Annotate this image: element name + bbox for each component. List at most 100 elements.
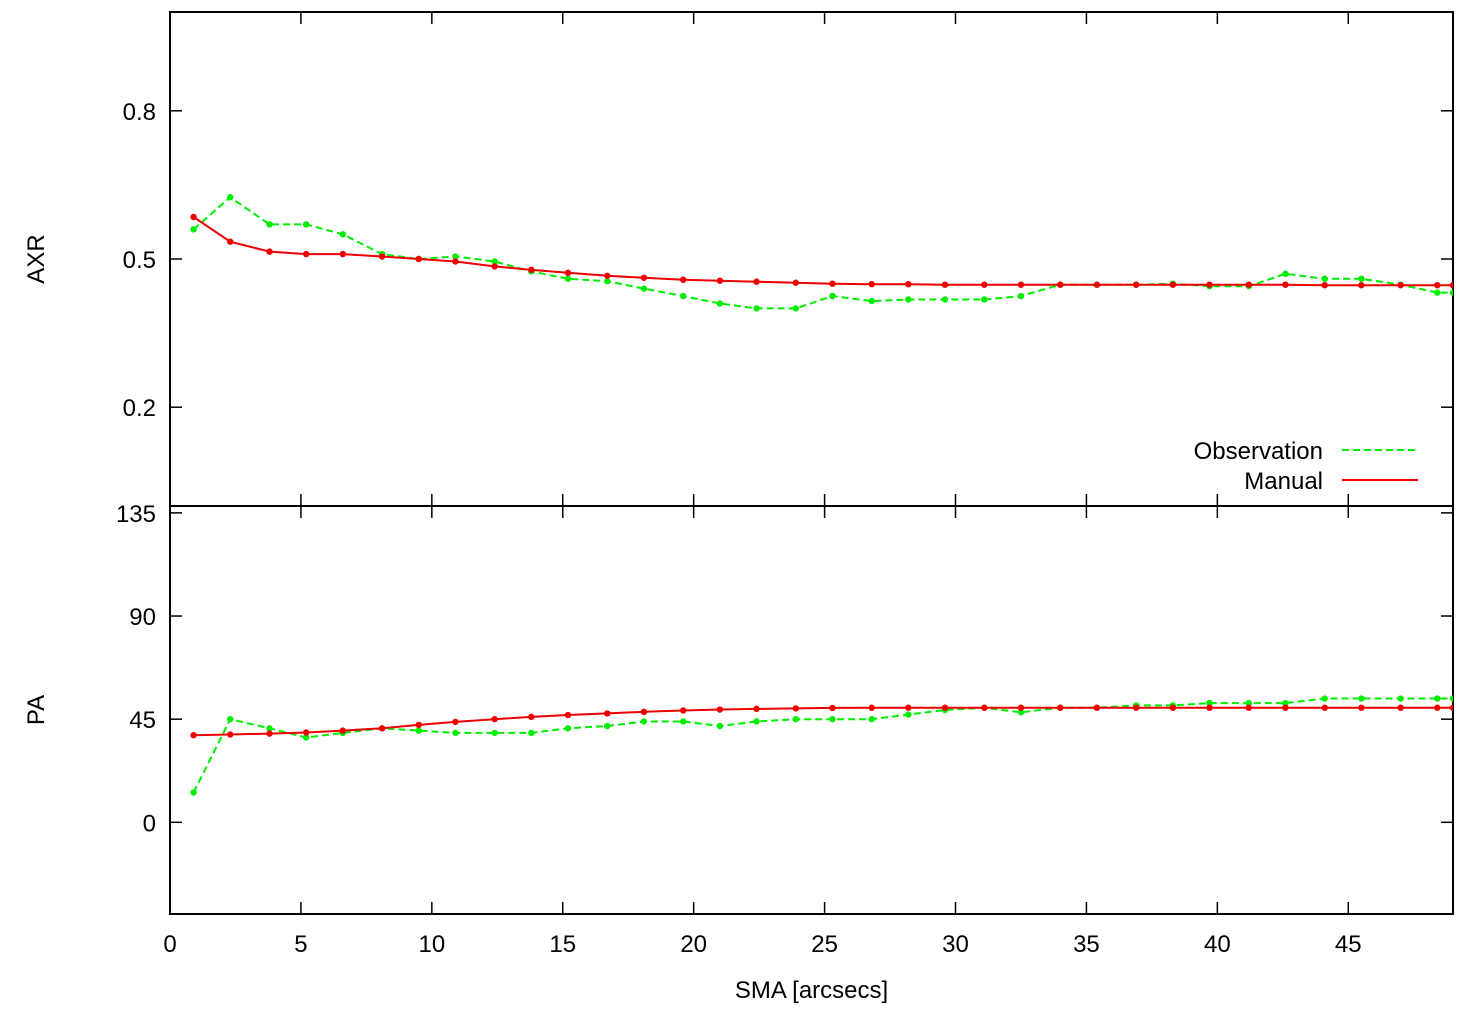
pa-observation-point bbox=[1358, 695, 1365, 702]
pa-manual-point bbox=[1093, 704, 1101, 711]
pa-observation-point bbox=[1206, 699, 1213, 707]
legend: Observation Manual bbox=[1194, 438, 1418, 495]
pa-manual-point bbox=[1169, 704, 1177, 711]
axr-manual-point bbox=[1321, 281, 1328, 289]
pa-manual-point bbox=[1017, 704, 1025, 711]
xtick-label: 25 bbox=[811, 931, 838, 958]
axr-manual-point bbox=[1132, 281, 1140, 288]
axr-observation-point bbox=[1017, 292, 1025, 300]
pa-manual-point bbox=[1449, 704, 1453, 711]
pa-ytick-label: 90 bbox=[129, 604, 156, 631]
axr-manual-point bbox=[1358, 281, 1365, 289]
xtick-label: 10 bbox=[418, 931, 445, 958]
pa-manual-point bbox=[1057, 704, 1064, 711]
pa-observation-point bbox=[792, 715, 799, 723]
pa-observation-point bbox=[564, 725, 572, 732]
pa-observation-point bbox=[868, 715, 875, 723]
axr-manual-point bbox=[1017, 281, 1025, 288]
pa-manual-point bbox=[302, 729, 310, 736]
pa-manual-point bbox=[190, 732, 197, 739]
axr-ytick-label: 0.5 bbox=[123, 247, 156, 274]
pa-manual-point bbox=[1397, 704, 1404, 711]
pa-series-manual bbox=[190, 704, 1453, 739]
legend-label-observation: Observation bbox=[1194, 438, 1323, 465]
pa-observation-point bbox=[266, 725, 273, 732]
axr-manual-point bbox=[302, 250, 310, 258]
axr-manual-point bbox=[415, 255, 422, 263]
axr-manual-point bbox=[604, 272, 611, 279]
xtick-label: 20 bbox=[680, 931, 707, 958]
axr-observation-point bbox=[640, 285, 648, 292]
axr-ylabel: AXR bbox=[23, 234, 50, 283]
axr-manual-point bbox=[1093, 281, 1101, 288]
pa-observation-point bbox=[227, 715, 234, 723]
pa-observation-point bbox=[1397, 695, 1404, 702]
xtick-label: 30 bbox=[942, 931, 969, 958]
pa-manual-point bbox=[792, 705, 799, 712]
pa-observation-point bbox=[415, 727, 422, 734]
pa-observation-point bbox=[640, 718, 648, 725]
pa-manual-point bbox=[378, 725, 386, 732]
axr-plot-frame bbox=[169, 11, 1454, 507]
axr-observation-point bbox=[1434, 289, 1441, 296]
axr-manual-point bbox=[378, 253, 386, 260]
pa-manual-point bbox=[716, 706, 724, 713]
axr-manual-point bbox=[491, 263, 498, 270]
axr-manual-point bbox=[1397, 281, 1404, 289]
axr-series-observation bbox=[190, 194, 1453, 312]
pa-manual-point bbox=[1282, 704, 1289, 711]
axr-manual-point bbox=[1282, 281, 1289, 288]
axr-series-manual bbox=[190, 213, 1453, 289]
axr-manual-point bbox=[868, 280, 875, 288]
pa-manual-point bbox=[452, 718, 459, 726]
axr-observation-point bbox=[1449, 289, 1453, 296]
pa-observation-line bbox=[192, 697, 1453, 793]
axr-manual-point bbox=[339, 250, 347, 258]
legend-label-manual: Manual bbox=[1244, 468, 1323, 495]
pa-manual-point bbox=[868, 704, 875, 711]
axr-manual-point bbox=[680, 276, 687, 283]
pa-manual-point bbox=[753, 705, 760, 713]
pa-manual-point bbox=[564, 711, 572, 719]
axr-manual-point bbox=[941, 281, 949, 288]
axr-manual-point bbox=[1057, 281, 1064, 288]
xlabel: SMA [arcsecs] bbox=[735, 977, 888, 1004]
axr-observation-point bbox=[190, 226, 197, 233]
xtick-label: 5 bbox=[294, 931, 307, 958]
pa-observation-point bbox=[604, 722, 611, 730]
pa-manual-point bbox=[640, 708, 648, 716]
xtick-label: 45 bbox=[1335, 931, 1362, 958]
axr-observation-point bbox=[227, 194, 234, 201]
pa-manual-point bbox=[227, 731, 234, 738]
pa-manual-point bbox=[941, 704, 949, 711]
axr-observation-point bbox=[1358, 275, 1365, 282]
axr-observation-point bbox=[1282, 270, 1289, 278]
pa-manual-point bbox=[680, 707, 687, 714]
axr-manual-point bbox=[528, 266, 535, 274]
xtick-label: 15 bbox=[549, 931, 576, 958]
axr-manual-point bbox=[1434, 281, 1441, 289]
axr-observation-point bbox=[829, 292, 836, 300]
pa-observation-point bbox=[905, 711, 912, 718]
axr-manual-point bbox=[716, 277, 724, 284]
pa-observation-point bbox=[1282, 699, 1289, 707]
pa-observation-point bbox=[1321, 695, 1328, 702]
axr-observation-point bbox=[716, 300, 724, 307]
axr-observation-point bbox=[266, 221, 273, 228]
axr-observation-point bbox=[452, 253, 459, 260]
pa-series-observation bbox=[190, 695, 1453, 796]
pa-observation-point bbox=[452, 729, 459, 737]
axr-observation-point bbox=[753, 305, 760, 312]
pa-manual-point bbox=[905, 704, 912, 711]
pa-plot-frame bbox=[169, 505, 1454, 915]
axr-observation-point bbox=[680, 292, 687, 300]
pa-manual-point bbox=[829, 704, 836, 712]
axr-manual-point bbox=[829, 280, 836, 287]
pa-manual-point bbox=[1321, 704, 1328, 711]
axr-observation-point bbox=[868, 297, 875, 305]
xtick-label: 0 bbox=[163, 931, 176, 958]
pa-observation-point bbox=[491, 729, 498, 737]
axr-observation-point bbox=[792, 305, 799, 312]
axr-manual-point bbox=[1206, 281, 1213, 288]
